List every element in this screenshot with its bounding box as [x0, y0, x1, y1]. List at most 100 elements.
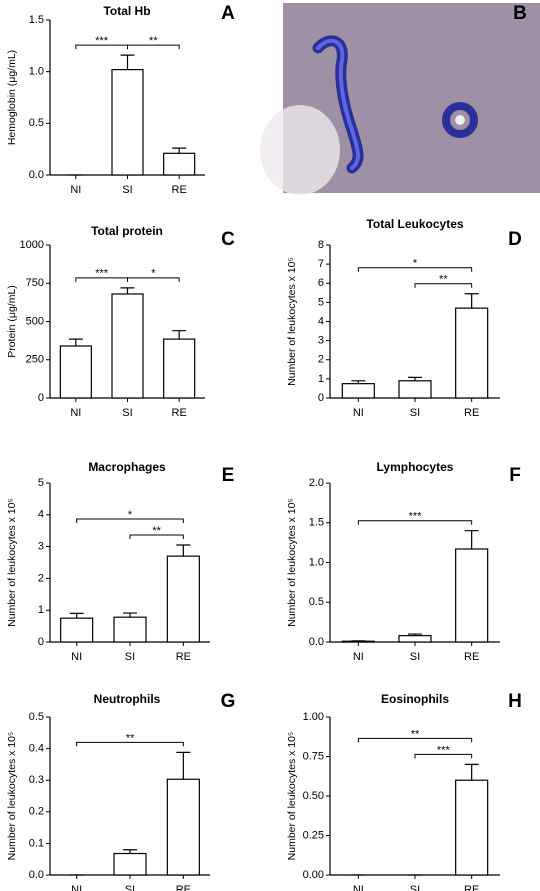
error-bar [464, 293, 479, 309]
y-axis-label: Number of leukocytes x 10⁵ [6, 498, 18, 627]
y-tick-label: 2.0 [309, 477, 324, 489]
significance-bracket [76, 741, 184, 747]
y-tick-label: 1.5 [29, 14, 44, 26]
significance-bracket [357, 737, 473, 743]
y-tick-label: 3 [318, 335, 324, 347]
x-tick-label: NI [70, 184, 81, 196]
y-tick-label: 2 [38, 572, 44, 584]
y-tick-label: 5 [38, 477, 44, 489]
panel-label: F [509, 465, 521, 486]
x-tick-label: NI [353, 407, 364, 419]
image-patch [260, 105, 340, 195]
x-tick-label: RE [176, 884, 191, 891]
significance-label: ** [411, 728, 420, 740]
significance-label: *** [437, 744, 451, 756]
chart-title: Eosinophils [381, 692, 449, 706]
y-tick-label: 0.4 [29, 743, 44, 755]
significance-label: * [128, 509, 133, 521]
y-tick-label: 0.2 [29, 806, 44, 818]
x-tick-label: NI [353, 651, 364, 663]
bar [455, 779, 489, 876]
panel-label: E [222, 465, 235, 486]
x-tick-label: RE [172, 407, 187, 419]
y-tick-label: 4 [318, 315, 324, 327]
bar [111, 293, 144, 399]
x-tick-label: RE [176, 651, 191, 663]
x-tick-label: NI [71, 651, 82, 663]
y-tick-label: 750 [26, 277, 44, 289]
y-axis-label: Hemoglobin (μg/mL) [6, 50, 18, 145]
error-bar [464, 530, 479, 549]
error-bar [408, 633, 422, 636]
bar [60, 617, 94, 643]
panel-label: G [221, 691, 236, 712]
y-tick-label: 1.0 [309, 556, 324, 568]
bar [113, 616, 147, 643]
significance-label: ** [152, 525, 161, 537]
significance-bracket [76, 518, 184, 524]
x-tick-label: RE [464, 407, 479, 419]
y-tick-label: 0.3 [29, 774, 44, 786]
y-tick-label: 3 [38, 541, 44, 553]
panel-label: B [513, 3, 527, 24]
error-bar [120, 54, 135, 70]
error-bar [408, 376, 422, 381]
y-tick-label: 0.5 [29, 711, 44, 723]
micrograph [260, 3, 540, 195]
bar [398, 380, 432, 399]
bar [166, 778, 200, 876]
significance-label: *** [95, 35, 109, 47]
y-axis-label: Protein (μg/mL) [6, 285, 18, 358]
error-bar [123, 849, 137, 854]
y-axis-label: Number of leukocytes x 10⁵ [286, 257, 298, 386]
y-tick-label: 0.00 [303, 869, 324, 881]
significance-label: *** [95, 268, 109, 280]
bar [59, 345, 92, 399]
y-axis-label: Number of leukocytes x 10⁵ [286, 732, 298, 861]
x-tick-label: SI [125, 651, 135, 663]
y-tick-label: 8 [318, 239, 324, 251]
bar [113, 852, 147, 876]
error-bar [69, 612, 84, 619]
error-bar [120, 287, 135, 294]
error-bar [68, 338, 83, 346]
x-tick-label: RE [464, 884, 479, 891]
y-tick-label: 6 [318, 277, 324, 289]
bar [163, 152, 196, 176]
panel-label: A [221, 3, 235, 24]
bar [111, 68, 144, 176]
y-axis-label: Number of leukocytes x 10⁵ [286, 498, 298, 627]
y-tick-label: 4 [38, 509, 44, 521]
chart-title: Total Hb [103, 4, 150, 18]
panel-label: H [508, 691, 522, 712]
worm-center [455, 115, 465, 125]
significance-bracket [414, 753, 473, 759]
significance-label: *** [409, 511, 423, 523]
x-tick-label: SI [122, 184, 132, 196]
x-tick-label: RE [464, 651, 479, 663]
panel-label: C [221, 229, 235, 250]
y-tick-label: 0.25 [303, 829, 324, 841]
x-tick-label: NI [353, 884, 364, 891]
y-tick-label: 0.5 [309, 596, 324, 608]
error-bar [172, 330, 187, 340]
y-tick-label: 0.5 [29, 117, 44, 129]
significance-bracket [129, 534, 184, 540]
x-tick-label: SI [410, 651, 420, 663]
significance-bracket [127, 277, 180, 282]
y-tick-label: 0.0 [29, 169, 44, 181]
y-tick-label: 250 [26, 354, 44, 366]
y-tick-label: 1000 [20, 239, 44, 251]
y-tick-label: 1 [318, 373, 324, 385]
y-tick-label: 1.00 [303, 711, 324, 723]
bar [455, 307, 489, 399]
x-tick-label: NI [71, 884, 82, 891]
y-tick-label: 1 [38, 604, 44, 616]
x-tick-label: SI [410, 884, 420, 891]
y-tick-label: 0.1 [29, 837, 44, 849]
error-bar [172, 147, 187, 154]
x-tick-label: NI [70, 407, 81, 419]
x-tick-label: SI [122, 407, 132, 419]
